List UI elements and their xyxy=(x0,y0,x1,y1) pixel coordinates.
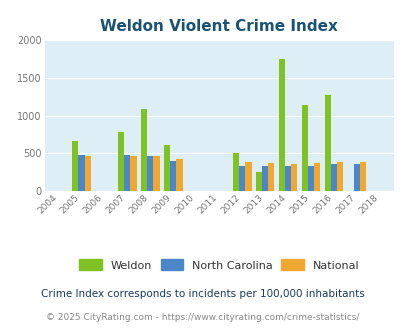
Bar xyxy=(130,156,136,191)
Bar xyxy=(176,159,182,191)
Text: © 2025 CityRating.com - https://www.cityrating.com/crime-statistics/: © 2025 CityRating.com - https://www.city… xyxy=(46,313,359,322)
Bar xyxy=(78,155,84,191)
Bar xyxy=(330,164,337,191)
Bar xyxy=(359,162,365,191)
Bar xyxy=(141,109,147,191)
Bar xyxy=(301,105,307,191)
Text: Crime Index corresponds to incidents per 100,000 inhabitants: Crime Index corresponds to incidents per… xyxy=(41,289,364,299)
Bar xyxy=(232,153,239,191)
Bar xyxy=(255,172,262,191)
Bar xyxy=(337,162,343,191)
Legend: Weldon, North Carolina, National: Weldon, North Carolina, National xyxy=(75,255,363,275)
Bar xyxy=(164,145,170,191)
Bar xyxy=(307,166,313,191)
Bar xyxy=(278,59,284,191)
Bar xyxy=(284,166,290,191)
Bar xyxy=(262,166,268,191)
Bar xyxy=(84,156,90,191)
Bar xyxy=(124,155,130,191)
Bar xyxy=(72,141,78,191)
Bar xyxy=(313,163,320,191)
Bar xyxy=(147,156,153,191)
Bar xyxy=(153,156,159,191)
Bar xyxy=(239,166,245,191)
Bar xyxy=(290,164,297,191)
Bar xyxy=(324,95,330,191)
Bar xyxy=(118,132,124,191)
Title: Weldon Violent Crime Index: Weldon Violent Crime Index xyxy=(100,19,337,34)
Bar xyxy=(170,161,176,191)
Bar xyxy=(353,164,359,191)
Bar xyxy=(268,163,274,191)
Bar xyxy=(245,162,251,191)
